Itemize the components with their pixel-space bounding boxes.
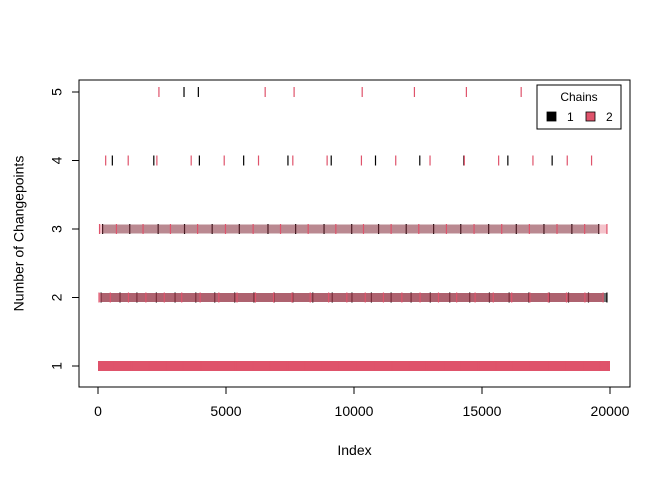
dense-band-level-2 xyxy=(99,293,604,302)
x-tick-label: 20000 xyxy=(591,403,630,419)
y-axis: 1 2 3 4 5 xyxy=(49,88,80,370)
x-tick-label: 5000 xyxy=(210,403,241,419)
x-axis-title: Index xyxy=(337,442,371,458)
y-tick-label: 1 xyxy=(49,362,65,370)
legend-label-1: 1 xyxy=(567,110,574,124)
y-tick-label: 3 xyxy=(49,225,65,233)
dense-band-level-1 xyxy=(98,361,610,371)
legend-swatch-1 xyxy=(546,111,557,122)
x-tick-label: 15000 xyxy=(463,403,502,419)
legend-label-2: 2 xyxy=(606,110,613,124)
legend-title: Chains xyxy=(560,90,597,104)
x-axis: 0 5000 10000 15000 20000 xyxy=(94,386,630,419)
y-axis-title: Number of Changepoints xyxy=(11,156,27,312)
x-tick-label: 0 xyxy=(94,403,102,419)
chart-marks xyxy=(98,87,610,371)
legend-box xyxy=(536,84,622,130)
x-tick-label: 10000 xyxy=(335,403,374,419)
dense-band-level-3 xyxy=(102,224,599,234)
series-2 xyxy=(98,87,610,371)
y-tick-label: 4 xyxy=(49,156,65,164)
legend-swatch-2 xyxy=(585,111,596,122)
dense-band-level-3 xyxy=(99,224,607,234)
y-tick-label: 5 xyxy=(49,88,65,96)
y-tick-label: 2 xyxy=(49,293,65,301)
legend: Chains 1 2 xyxy=(536,84,622,130)
